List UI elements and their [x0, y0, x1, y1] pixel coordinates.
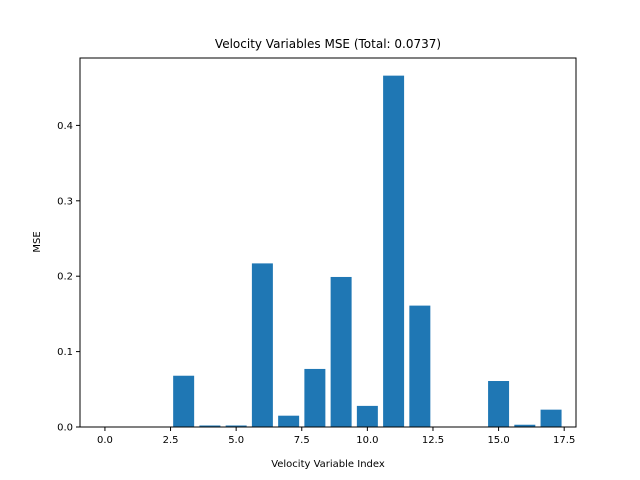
y-tick-label: 0.1 — [57, 347, 73, 358]
y-tick-label: 0.2 — [57, 272, 73, 283]
y-tick-label: 0.4 — [57, 121, 73, 132]
bar-8 — [304, 368, 326, 427]
bar-9 — [330, 276, 352, 427]
bar-17 — [540, 409, 562, 427]
x-tick-label: 10.0 — [356, 435, 378, 446]
x-axis-ticks: 0.0 2.5 5.0 7.5 10.0 12.5 15.0 17.5 — [97, 427, 575, 446]
bar-15 — [488, 381, 510, 427]
y-axis-label: MSE — [32, 231, 43, 252]
bar-7 — [278, 415, 300, 427]
x-tick-label: 5.0 — [228, 435, 244, 446]
y-tick-label: 0.3 — [57, 196, 73, 207]
bar-6 — [251, 263, 273, 427]
bar-5 — [225, 425, 247, 427]
bar-4 — [199, 425, 221, 427]
bar-12 — [409, 305, 431, 427]
y-tick-label: 0.0 — [57, 423, 73, 434]
bar-11 — [383, 75, 405, 427]
bar-3 — [173, 375, 195, 427]
chart-title: Velocity Variables MSE (Total: 0.0737) — [215, 37, 441, 51]
bars-group — [173, 75, 562, 427]
x-axis-label: Velocity Variable Index — [271, 459, 385, 470]
bar-10 — [356, 405, 378, 427]
plot-frame — [79, 57, 577, 428]
x-tick-label: 12.5 — [422, 435, 444, 446]
x-tick-label: 2.5 — [163, 435, 179, 446]
bar-16 — [514, 424, 536, 427]
y-axis-ticks: 0.0 0.1 0.2 0.3 0.4 — [57, 121, 80, 434]
x-tick-label: 17.5 — [553, 435, 575, 446]
x-tick-label: 0.0 — [97, 435, 113, 446]
x-tick-label: 15.0 — [487, 435, 509, 446]
x-tick-label: 7.5 — [294, 435, 310, 446]
